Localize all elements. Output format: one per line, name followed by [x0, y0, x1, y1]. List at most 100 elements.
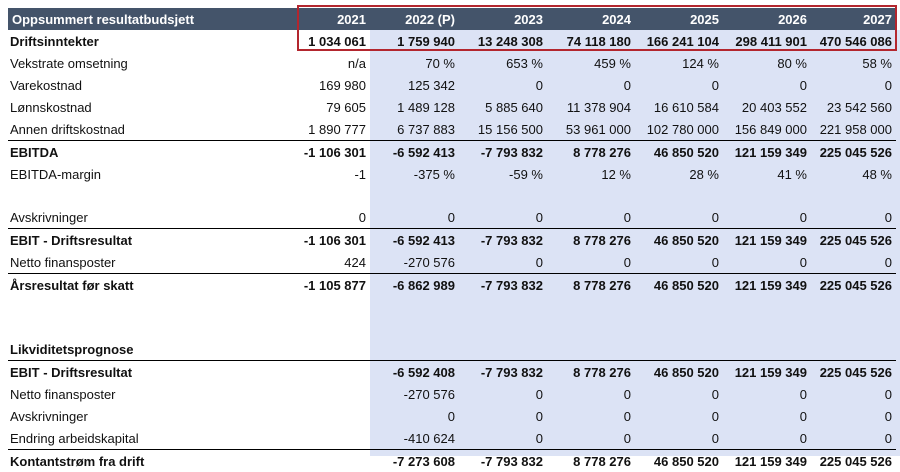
cell: 80 % — [723, 52, 811, 74]
cell — [287, 405, 370, 427]
section-title: Likviditetsprognose — [8, 338, 287, 361]
cell — [287, 383, 370, 405]
cell: -7 793 832 — [459, 450, 547, 472]
row-varekostnad: Varekostnad 169 980 125 342 0 0 0 0 0 — [8, 74, 896, 96]
cell: 470 546 086 — [811, 30, 896, 52]
cell: 225 045 526 — [811, 361, 896, 384]
cell: 0 — [547, 383, 635, 405]
cell: -59 % — [459, 163, 547, 185]
cell: 58 % — [811, 52, 896, 74]
cell: 0 — [635, 74, 723, 96]
cell: 169 980 — [287, 74, 370, 96]
cell: 28 % — [635, 163, 723, 185]
cell: 225 045 526 — [811, 274, 896, 297]
row-label: Avskrivninger — [8, 405, 287, 427]
cell: 12 % — [547, 163, 635, 185]
cell: 20 403 552 — [723, 96, 811, 118]
cell: 225 045 526 — [811, 450, 896, 472]
cell: -1 106 301 — [287, 141, 370, 164]
cell: 225 045 526 — [811, 141, 896, 164]
cell: 0 — [635, 405, 723, 427]
row-ebitda-margin: EBITDA-margin -1 -375 % -59 % 12 % 28 % … — [8, 163, 896, 185]
row-label: Vekstrate omsetning — [8, 52, 287, 74]
spreadsheet: Oppsummert resultatbudsjett 2021 2022 (P… — [0, 0, 900, 456]
cell: 0 — [723, 251, 811, 274]
header-row: Oppsummert resultatbudsjett 2021 2022 (P… — [8, 8, 896, 30]
row-label: Netto finansposter — [8, 251, 287, 274]
cell — [287, 361, 370, 384]
cell: 166 241 104 — [635, 30, 723, 52]
cell: 0 — [370, 206, 459, 229]
row-label: EBIT - Driftsresultat — [8, 361, 287, 384]
cell: -6 592 413 — [370, 229, 459, 252]
cell: 41 % — [723, 163, 811, 185]
cell: 8 778 276 — [547, 229, 635, 252]
cell: 0 — [459, 251, 547, 274]
budget-table: Oppsummert resultatbudsjett 2021 2022 (P… — [8, 8, 896, 472]
cell: 8 778 276 — [547, 361, 635, 384]
cell: 16 610 584 — [635, 96, 723, 118]
cell: -410 624 — [370, 427, 459, 450]
cell: 0 — [723, 206, 811, 229]
cell: 0 — [459, 383, 547, 405]
row-netto-finansposter: Netto finansposter 424 -270 576 0 0 0 0 … — [8, 251, 896, 274]
cell: 653 % — [459, 52, 547, 74]
cell: 1 034 061 — [287, 30, 370, 52]
row-label: Varekostnad — [8, 74, 287, 96]
cell: -270 576 — [370, 383, 459, 405]
cell: 8 778 276 — [547, 450, 635, 472]
cell: 221 958 000 — [811, 118, 896, 141]
cell: 0 — [723, 74, 811, 96]
cell: 0 — [547, 405, 635, 427]
cell: 46 850 520 — [635, 361, 723, 384]
cell: -7 273 608 — [370, 450, 459, 472]
cell: 6 737 883 — [370, 118, 459, 141]
row-label: Kontantstrøm fra drift — [8, 450, 287, 472]
row-liq-ebit: EBIT - Driftsresultat -6 592 408 -7 793 … — [8, 361, 896, 384]
cell: 121 159 349 — [723, 141, 811, 164]
row-label: EBITDA — [8, 141, 287, 164]
cell: -6 592 408 — [370, 361, 459, 384]
cell: 0 — [635, 251, 723, 274]
row-driftsinntekter: Driftsinntekter 1 034 061 1 759 940 13 2… — [8, 30, 896, 52]
cell: 0 — [811, 405, 896, 427]
cell: 121 159 349 — [723, 450, 811, 472]
cell: 48 % — [811, 163, 896, 185]
cell: 0 — [811, 206, 896, 229]
cell: -1 106 301 — [287, 229, 370, 252]
cell: -6 862 989 — [370, 274, 459, 297]
row-ebit: EBIT - Driftsresultat -1 106 301 -6 592 … — [8, 229, 896, 252]
cell: 156 849 000 — [723, 118, 811, 141]
row-label: Annen driftskostnad — [8, 118, 287, 141]
cell: 5 885 640 — [459, 96, 547, 118]
cell: 1 759 940 — [370, 30, 459, 52]
row-ebitda: EBITDA -1 106 301 -6 592 413 -7 793 832 … — [8, 141, 896, 164]
row-label: Avskrivninger — [8, 206, 287, 229]
cell: 13 248 308 — [459, 30, 547, 52]
cell: 0 — [635, 206, 723, 229]
cell: 46 850 520 — [635, 141, 723, 164]
liquidity-title-row: Likviditetsprognose — [8, 338, 896, 361]
row-liq-endring-arbeidskapital: Endring arbeidskapital -410 624 0 0 0 0 … — [8, 427, 896, 450]
row-liq-avskrivninger: Avskrivninger 0 0 0 0 0 0 — [8, 405, 896, 427]
cell: 0 — [811, 74, 896, 96]
row-label: Endring arbeidskapital — [8, 427, 287, 450]
blank-row — [8, 185, 896, 206]
row-label: Lønnskostnad — [8, 96, 287, 118]
cell: 0 — [547, 427, 635, 450]
cell: 0 — [811, 251, 896, 274]
row-label: EBIT - Driftsresultat — [8, 229, 287, 252]
row-label: Årsresultat før skatt — [8, 274, 287, 297]
row-annen-driftskostnad: Annen driftskostnad 1 890 777 6 737 883 … — [8, 118, 896, 141]
cell: -7 793 832 — [459, 229, 547, 252]
cell: 0 — [635, 383, 723, 405]
row-arsresultat: Årsresultat før skatt -1 105 877 -6 862 … — [8, 274, 896, 297]
cell: 424 — [287, 251, 370, 274]
cell: -7 793 832 — [459, 274, 547, 297]
row-label: EBITDA-margin — [8, 163, 287, 185]
cell: 0 — [547, 206, 635, 229]
year-header: 2023 — [459, 8, 547, 30]
cell: 459 % — [547, 52, 635, 74]
cell: 0 — [459, 74, 547, 96]
cell: -6 592 413 — [370, 141, 459, 164]
